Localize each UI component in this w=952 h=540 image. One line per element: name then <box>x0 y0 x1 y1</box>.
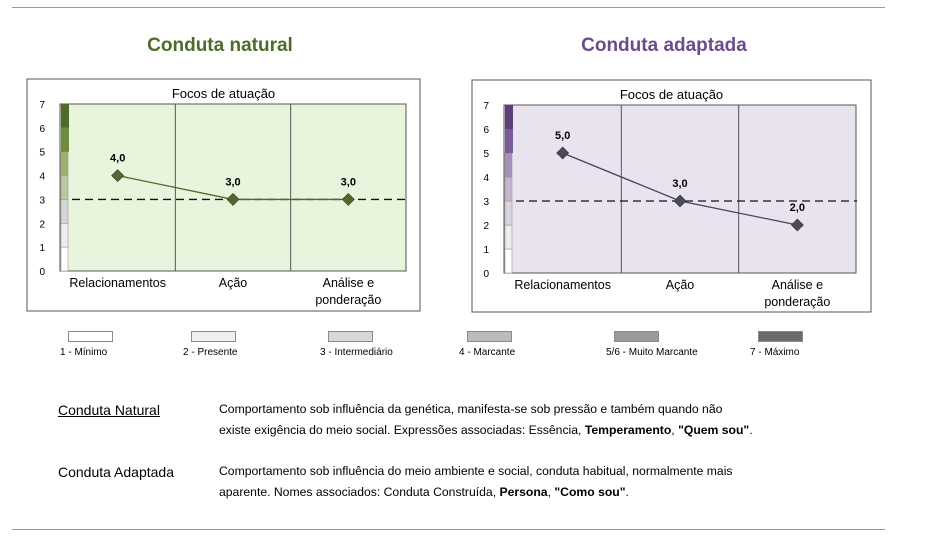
y-tick-label: 3 <box>483 197 489 208</box>
bottom-divider <box>12 529 885 530</box>
data-label: 3,0 <box>225 176 240 188</box>
legend-swatch <box>758 331 803 342</box>
legend-swatch <box>68 331 113 342</box>
data-label: 3,0 <box>672 178 687 190</box>
legend-item: 5/6 - Muito Marcante <box>606 331 698 358</box>
definition-text-natural: Comportamento sob influência da genética… <box>219 399 799 441</box>
x-tick-label: Ação <box>219 276 248 290</box>
legend-label: 1 - Mínimo <box>60 347 108 358</box>
scale-bar-segment <box>504 224 513 250</box>
y-tick-label: 1 <box>39 243 45 254</box>
scale-bar-segment <box>60 246 69 272</box>
x-tick-label: Análise e <box>323 276 374 290</box>
y-tick-label: 6 <box>483 125 489 136</box>
definition-line2: existe exigência do meio social. Express… <box>219 423 753 437</box>
top-divider <box>12 7 885 8</box>
legend-label: 7 - Máximo <box>750 347 800 358</box>
data-label: 5,0 <box>555 130 570 142</box>
definition-line1: Comportamento sob influência da genética… <box>219 402 723 416</box>
scale-bar-segment <box>60 199 69 224</box>
y-tick-label: 5 <box>39 148 45 159</box>
definition-line2: aparente. Nomes associados: Conduta Cons… <box>219 485 629 499</box>
scale-bar-segment <box>504 152 513 178</box>
scale-bar-segment <box>60 151 69 176</box>
legend-item: 3 - Intermediário <box>320 331 393 358</box>
y-tick-label: 3 <box>39 195 45 206</box>
x-tick-label: Ação <box>666 278 695 292</box>
scale-bar-segment <box>505 105 513 129</box>
y-tick-label: 4 <box>39 172 45 183</box>
chart-heading-adaptada: Conduta adaptada <box>581 35 747 56</box>
scale-bar-segment <box>504 176 513 202</box>
scale-bar-segment <box>60 222 69 248</box>
plot-area-natural <box>59 103 407 272</box>
legend-item: 2 - Presente <box>183 331 237 358</box>
y-tick-label: 0 <box>483 269 489 280</box>
legend-label: 2 - Presente <box>183 347 238 358</box>
x-tick-label: ponderação <box>764 295 830 309</box>
legend-label: 4 - Marcante <box>459 347 516 358</box>
legend-item: 7 - Máximo <box>750 331 803 358</box>
legend-item: 1 - Mínimo <box>60 331 113 358</box>
definition-term-adaptada: Conduta Adaptada <box>58 464 174 480</box>
legend-swatch <box>328 331 373 342</box>
x-tick-label: ponderação <box>315 293 381 307</box>
definition-text-adaptada: Comportamento sob influência do meio amb… <box>219 461 799 503</box>
data-label: 4,0 <box>110 153 125 165</box>
x-tick-label: Análise e <box>772 278 823 292</box>
y-tick-label: 4 <box>483 173 489 184</box>
scale-bar-segment <box>504 248 513 274</box>
scale-bar-segment <box>504 200 513 226</box>
data-point <box>556 146 570 160</box>
legend-item: 4 - Marcante <box>459 331 515 358</box>
y-tick-label: 7 <box>39 100 45 111</box>
y-tick-label: 1 <box>483 245 489 256</box>
y-tick-label: 2 <box>483 221 489 232</box>
legend-swatch <box>467 331 512 342</box>
legend-label: 5/6 - Muito Marcante <box>606 347 698 358</box>
data-point <box>673 194 687 208</box>
y-tick-label: 0 <box>39 267 45 278</box>
x-tick-label: Relacionamentos <box>514 278 611 292</box>
legend-swatch <box>191 331 236 342</box>
plot-area-adaptada <box>503 104 857 274</box>
y-tick-label: 5 <box>483 149 489 160</box>
data-point <box>111 169 125 182</box>
scale-bar-segment <box>505 129 513 153</box>
chart-heading-natural: Conduta natural <box>147 35 293 56</box>
definition-line1: Comportamento sob influência do meio amb… <box>219 464 733 478</box>
y-tick-label: 2 <box>39 219 45 230</box>
y-tick-label: 7 <box>483 101 489 112</box>
scale-bar-segment <box>61 127 69 152</box>
scale-bar-segment <box>60 175 69 200</box>
data-point <box>226 193 240 206</box>
data-label: 3,0 <box>341 176 356 188</box>
chart-title-natural: Focos de atuação <box>172 86 275 101</box>
charts-area: Focos de atuação 0 1 2 3 4 5 6 7 4,0 3,0 3,0 Relacio… <box>26 78 872 313</box>
data-point <box>341 193 355 206</box>
data-label: 2,0 <box>790 202 805 214</box>
definition-term-natural: Conduta Natural <box>58 402 160 418</box>
chart-title-adaptada: Focos de atuação <box>620 87 723 102</box>
scale-bar-segment <box>61 104 69 128</box>
y-tick-label: 6 <box>39 124 45 135</box>
legend-label: 3 - Intermediário <box>320 347 393 358</box>
legend-swatch <box>614 331 659 342</box>
x-tick-label: Relacionamentos <box>69 276 166 290</box>
data-point <box>790 218 804 232</box>
